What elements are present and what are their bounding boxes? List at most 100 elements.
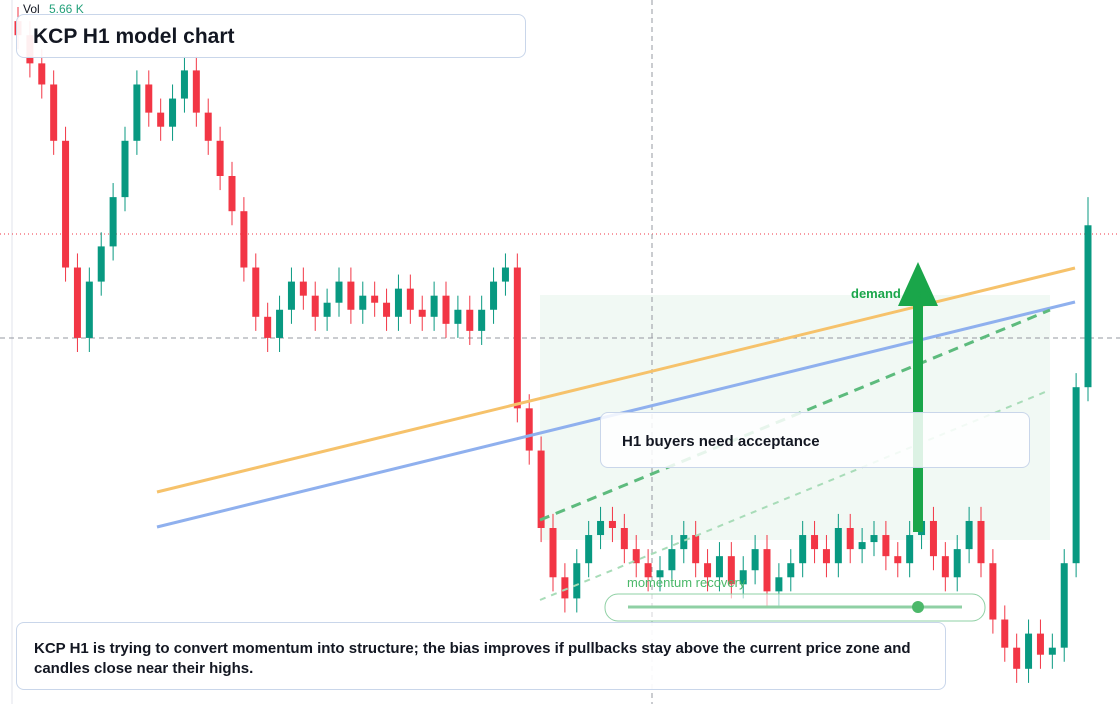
candle-body bbox=[442, 295, 450, 324]
candle-body bbox=[715, 556, 723, 578]
candle-body bbox=[787, 563, 795, 578]
candle-body bbox=[430, 295, 438, 317]
candle-body bbox=[1036, 633, 1044, 655]
candle-body bbox=[727, 556, 735, 585]
candle-body bbox=[525, 408, 533, 451]
candle-body bbox=[454, 309, 462, 324]
candle-body bbox=[1001, 619, 1009, 648]
candle-body bbox=[299, 281, 307, 296]
candle-body bbox=[276, 309, 284, 338]
candle-body bbox=[109, 197, 117, 247]
momentum-label: momentum recovery bbox=[627, 575, 746, 590]
candle-body bbox=[537, 450, 545, 528]
candle-body bbox=[383, 302, 391, 317]
candle-body bbox=[846, 528, 854, 550]
candle-body bbox=[965, 520, 973, 550]
candle-body bbox=[359, 295, 367, 310]
candle-body bbox=[668, 549, 676, 571]
candle-body bbox=[347, 281, 355, 310]
candle-body bbox=[97, 246, 105, 282]
candle-body bbox=[121, 140, 129, 198]
candle-body bbox=[50, 84, 58, 141]
candle-body bbox=[882, 535, 890, 557]
caption-box: KCP H1 is trying to convert momentum int… bbox=[16, 622, 946, 690]
candle-body bbox=[513, 267, 521, 409]
acceptance-box: H1 buyers need acceptance bbox=[600, 412, 1030, 468]
candle-body bbox=[335, 281, 343, 303]
candle-body bbox=[264, 316, 272, 338]
candle-body bbox=[822, 549, 830, 564]
candle-body bbox=[490, 281, 498, 310]
title-box: KCP H1 model chart bbox=[16, 14, 526, 58]
candle-body bbox=[894, 556, 902, 564]
candle-body bbox=[953, 549, 961, 578]
candle-body bbox=[929, 520, 937, 557]
candle-body bbox=[834, 528, 842, 564]
candle-body bbox=[656, 570, 664, 578]
candles bbox=[14, 7, 1092, 683]
volume-value: 5.66 K bbox=[49, 2, 84, 16]
candle-body bbox=[739, 570, 747, 585]
candle-body bbox=[133, 84, 141, 141]
candle-body bbox=[394, 288, 402, 317]
candle-body bbox=[763, 549, 771, 592]
candle-body bbox=[204, 112, 212, 141]
candle-body bbox=[466, 309, 474, 331]
candle-body bbox=[1072, 387, 1080, 564]
candle-body bbox=[287, 281, 295, 310]
candle-body bbox=[811, 535, 819, 550]
candle-body bbox=[680, 535, 688, 550]
candle-body bbox=[858, 542, 866, 550]
candle-body bbox=[85, 281, 93, 338]
candle-body bbox=[977, 520, 985, 564]
caption: KCP H1 is trying to convert momentum int… bbox=[34, 640, 911, 677]
candle-body bbox=[644, 563, 652, 578]
arrow-head bbox=[898, 262, 938, 306]
candle-body bbox=[1084, 225, 1092, 388]
candle-body bbox=[751, 549, 759, 571]
candle-body bbox=[870, 535, 878, 543]
candle-body bbox=[240, 211, 248, 268]
candle-body bbox=[1048, 647, 1056, 655]
momentum-dot bbox=[912, 601, 924, 613]
volume-label: Vol bbox=[23, 2, 40, 16]
candle-body bbox=[180, 70, 188, 99]
candle-body bbox=[228, 176, 236, 212]
candle-body bbox=[561, 577, 569, 599]
candle-body bbox=[311, 295, 319, 317]
candle-body bbox=[145, 84, 153, 113]
candle-body bbox=[62, 140, 70, 268]
candle-body bbox=[585, 535, 593, 564]
candle-body bbox=[478, 309, 486, 331]
candle-body bbox=[941, 556, 949, 578]
candle-body bbox=[418, 309, 426, 317]
candle-body bbox=[73, 267, 81, 338]
candle-body bbox=[704, 563, 712, 578]
candle-body bbox=[1013, 647, 1021, 669]
candle-body bbox=[38, 63, 46, 85]
candle-body bbox=[608, 520, 616, 528]
candle-body bbox=[692, 535, 700, 564]
candle-body bbox=[620, 528, 628, 550]
candle-body bbox=[323, 302, 331, 317]
candle-body bbox=[1060, 563, 1068, 648]
candle-body bbox=[216, 140, 224, 176]
candle-body bbox=[1025, 633, 1033, 669]
candle-body bbox=[501, 267, 509, 282]
candle-body bbox=[192, 70, 200, 113]
candle-body bbox=[252, 267, 260, 317]
candle-body bbox=[906, 535, 914, 564]
candle-body bbox=[989, 563, 997, 620]
candle-body bbox=[169, 98, 177, 127]
candle-body bbox=[406, 288, 414, 310]
title: KCP H1 model chart bbox=[33, 25, 235, 48]
candle-body bbox=[371, 295, 379, 303]
candle-body bbox=[632, 549, 640, 564]
demand-label: demand side bbox=[851, 286, 930, 301]
candle-body bbox=[549, 528, 557, 578]
candle-body bbox=[597, 520, 605, 536]
candle-body bbox=[573, 563, 581, 599]
candle-body bbox=[157, 112, 165, 127]
